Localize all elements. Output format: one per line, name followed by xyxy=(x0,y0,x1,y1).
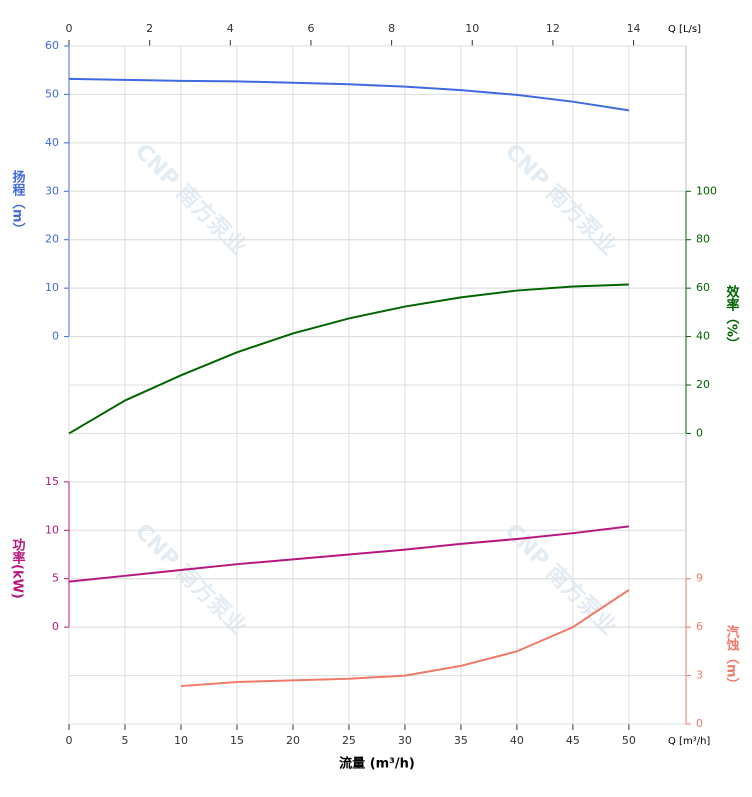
x2-tick-label: 4 xyxy=(227,22,234,35)
x-tick-label: 0 xyxy=(66,734,73,747)
x-tick-label: 20 xyxy=(286,734,300,747)
y-tick-label: 3 xyxy=(696,669,703,682)
y-tick-label: 15 xyxy=(45,475,59,488)
y-axis-label: 效率（%） xyxy=(724,284,741,350)
x-axis-label: 流量 (m³/h) xyxy=(339,756,415,772)
y-tick-label: 100 xyxy=(696,184,717,197)
watermark: CNP 南方泵业 xyxy=(130,138,252,260)
y-tick-label: 80 xyxy=(696,233,710,246)
x-unit: Q [m³/h] xyxy=(668,736,710,747)
curve xyxy=(68,525,630,583)
y-axis-label: 汽蚀（m） xyxy=(724,624,741,690)
y-tick-label: 0 xyxy=(696,426,703,439)
x2-tick-label: 8 xyxy=(388,22,395,35)
curve xyxy=(68,77,630,112)
curve xyxy=(180,589,630,688)
x-tick-label: 35 xyxy=(454,734,468,747)
x2-tick-label: 6 xyxy=(307,22,314,35)
y-tick-label: 9 xyxy=(696,572,703,585)
x-tick-label: 45 xyxy=(566,734,580,747)
watermark: CNP 南方泵业 xyxy=(500,138,622,260)
y-tick-label: 10 xyxy=(45,281,59,294)
x-tick-label: 25 xyxy=(342,734,356,747)
x2-tick-label: 2 xyxy=(146,22,153,35)
y-tick-label: 0 xyxy=(52,620,59,633)
y-axis-label: 功率(kW) xyxy=(10,538,26,599)
curve xyxy=(68,283,629,435)
x-tick-label: 50 xyxy=(622,734,636,747)
x2-unit: Q [L/s] xyxy=(668,24,701,35)
x-tick-label: 10 xyxy=(174,734,188,747)
x2-tick-label: 14 xyxy=(627,22,641,35)
y-tick-label: 6 xyxy=(696,620,703,633)
x-tick-label: 15 xyxy=(230,734,244,747)
y-tick-label: 40 xyxy=(696,330,710,343)
x2-tick-label: 10 xyxy=(465,22,479,35)
y-axis-label: 扬程（m） xyxy=(10,169,27,235)
x2-tick-label: 12 xyxy=(546,22,560,35)
y-tick-label: 10 xyxy=(45,523,59,536)
y-tick-label: 40 xyxy=(45,136,59,149)
watermark: CNP 南方泵业 xyxy=(500,518,622,640)
y-tick-label: 50 xyxy=(45,87,59,100)
y-tick-label: 30 xyxy=(45,184,59,197)
y-tick-label: 0 xyxy=(696,717,703,730)
y-tick-label: 20 xyxy=(696,378,710,391)
y-tick-label: 5 xyxy=(52,572,59,585)
x-tick-label: 5 xyxy=(121,734,128,747)
x-tick-label: 30 xyxy=(398,734,412,747)
watermark: CNP 南方泵业 xyxy=(130,518,252,640)
y-tick-label: 0 xyxy=(52,330,59,343)
x2-tick-label: 0 xyxy=(66,22,73,35)
y-tick-label: 60 xyxy=(45,39,59,52)
y-tick-label: 20 xyxy=(45,233,59,246)
y-tick-label: 60 xyxy=(696,281,710,294)
x-tick-label: 40 xyxy=(510,734,524,747)
